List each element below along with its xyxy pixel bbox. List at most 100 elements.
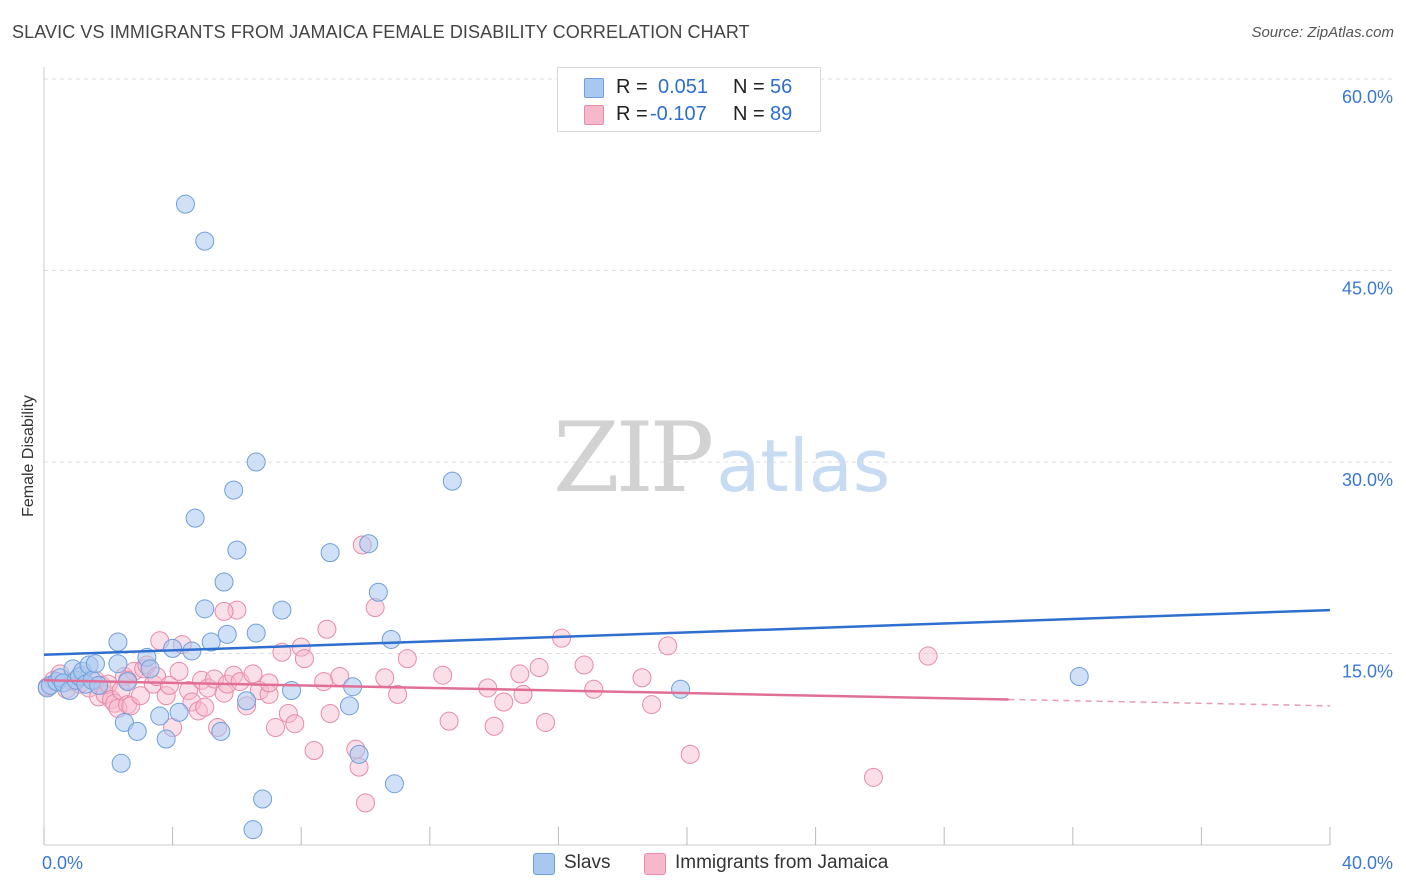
data-point-slavs [246,452,266,472]
data-point-slavs [214,572,234,592]
data-point-jamaica [265,718,285,738]
data-point-slavs [272,600,292,620]
data-point-jamaica [249,681,269,701]
watermark-zip: ZIP [553,402,714,514]
data-point-jamaica [259,673,279,693]
data-point-slavs [217,624,237,644]
data-point-jamaica [484,716,504,736]
x-axis-tick-labels: 0.0% 40.0% [42,853,1393,873]
data-point-jamaica [536,712,556,732]
data-point-jamaica [642,695,662,715]
legend-r-value-slavs: 0.051 [658,76,709,98]
legend-swatch-jamaica [584,105,604,125]
data-point-jamaica [356,793,375,813]
legend-n-value-jamaica: 89 [770,103,793,125]
legend-n-label: N = [733,103,765,125]
data-point-jamaica [439,711,459,731]
legend-r-value-jamaica: -0.107 [650,103,707,125]
watermark-atlas: atlas [716,424,891,508]
correlation-legend: R = 0.051 N = 56 R = -0.107 N = 89 [557,67,821,132]
gridlines [44,78,1395,654]
chart-title: SLAVIC VS IMMIGRANTS FROM JAMAICA FEMALE… [12,22,750,42]
data-point-slavs [163,638,183,658]
data-point-jamaica [375,668,395,688]
data-point-slavs [201,632,221,652]
data-point-jamaica [317,619,337,639]
data-point-jamaica [214,601,234,621]
data-point-slavs [108,654,128,674]
trend-line-jamaica [43,679,1009,701]
data-point-jamaica [179,681,199,701]
data-point-jamaica [195,697,215,717]
data-point-jamaica [278,704,298,724]
data-point-jamaica [918,646,938,666]
bottom-legend-label-jamaica: Immigrants from Jamaica [675,852,889,873]
data-point-jamaica [574,655,594,675]
data-point-slavs [175,194,195,214]
data-point-jamaica [121,696,141,716]
data-point-jamaica [159,675,179,695]
trend-line-jamaica-extension [1008,698,1331,707]
data-point-jamaica [294,649,314,669]
data-point-jamaica [243,664,263,684]
data-point-slavs [85,654,105,674]
data-point-jamaica [304,741,324,761]
watermark: ZIPatlas [553,402,890,514]
trend-lines [43,608,1331,707]
data-point-slavs [150,706,170,726]
data-point-slavs [156,729,176,749]
data-point-jamaica [510,664,530,684]
data-point-slavs [384,774,404,794]
data-point-jamaica [632,668,652,688]
legend-r-label: R = [616,103,648,125]
x-tick-label-max: 40.0% [1342,853,1393,873]
legend-n-label: N = [733,76,765,98]
data-point-jamaica [156,686,176,706]
y-axis-tick-labels: 15.0% 30.0% 45.0% 60.0% [1342,87,1393,682]
data-point-slavs [195,231,215,251]
bottom-legend-slavs[interactable]: Slavs [533,851,653,877]
data-point-slavs [211,721,231,741]
bottom-legend-jamaica[interactable]: Immigrants from Jamaica [644,851,944,877]
data-point-slavs [237,691,257,711]
data-point-jamaica [285,714,305,734]
data-point-jamaica [388,684,408,704]
data-point-slavs [195,599,215,619]
y-tick-label: 45.0% [1342,279,1393,299]
x-tick-label-min: 0.0% [42,853,83,873]
data-point-slavs [89,675,109,695]
data-point-jamaica [397,649,417,669]
data-point-slavs [227,540,247,560]
data-point-slavs [253,789,273,809]
series-jamaica-points [37,535,938,813]
series-slavs-points [37,194,1089,840]
y-tick-label: 15.0% [1342,662,1393,682]
data-point-jamaica [658,636,678,656]
data-point-slavs [339,696,359,716]
legend-r-label: R = [616,76,648,98]
x-axis-ticks [43,827,1331,845]
data-point-jamaica [513,684,533,704]
data-point-slavs [381,629,401,649]
y-axis-label: Female Disability [20,395,37,517]
data-point-jamaica [130,686,150,706]
data-point-jamaica [314,672,334,692]
y-tick-label: 60.0% [1342,87,1393,107]
data-point-slavs [349,744,369,764]
data-point-jamaica [680,744,700,764]
data-point-jamaica [433,665,453,685]
data-point-slavs [671,679,691,699]
y-tick-label: 30.0% [1342,470,1393,490]
data-point-slavs [127,721,147,741]
bottom-legend-label-slavs: Slavs [564,852,611,873]
data-point-slavs [224,480,244,500]
data-point-jamaica [863,767,883,787]
data-point-jamaica [494,692,514,712]
data-point-slavs [368,582,388,602]
data-point-slavs [243,820,263,840]
data-point-jamaica [529,658,549,678]
data-point-slavs [185,508,205,528]
data-point-slavs [169,702,189,722]
legend-row-slavs: R = 0.051 N = 56 [558,76,820,100]
